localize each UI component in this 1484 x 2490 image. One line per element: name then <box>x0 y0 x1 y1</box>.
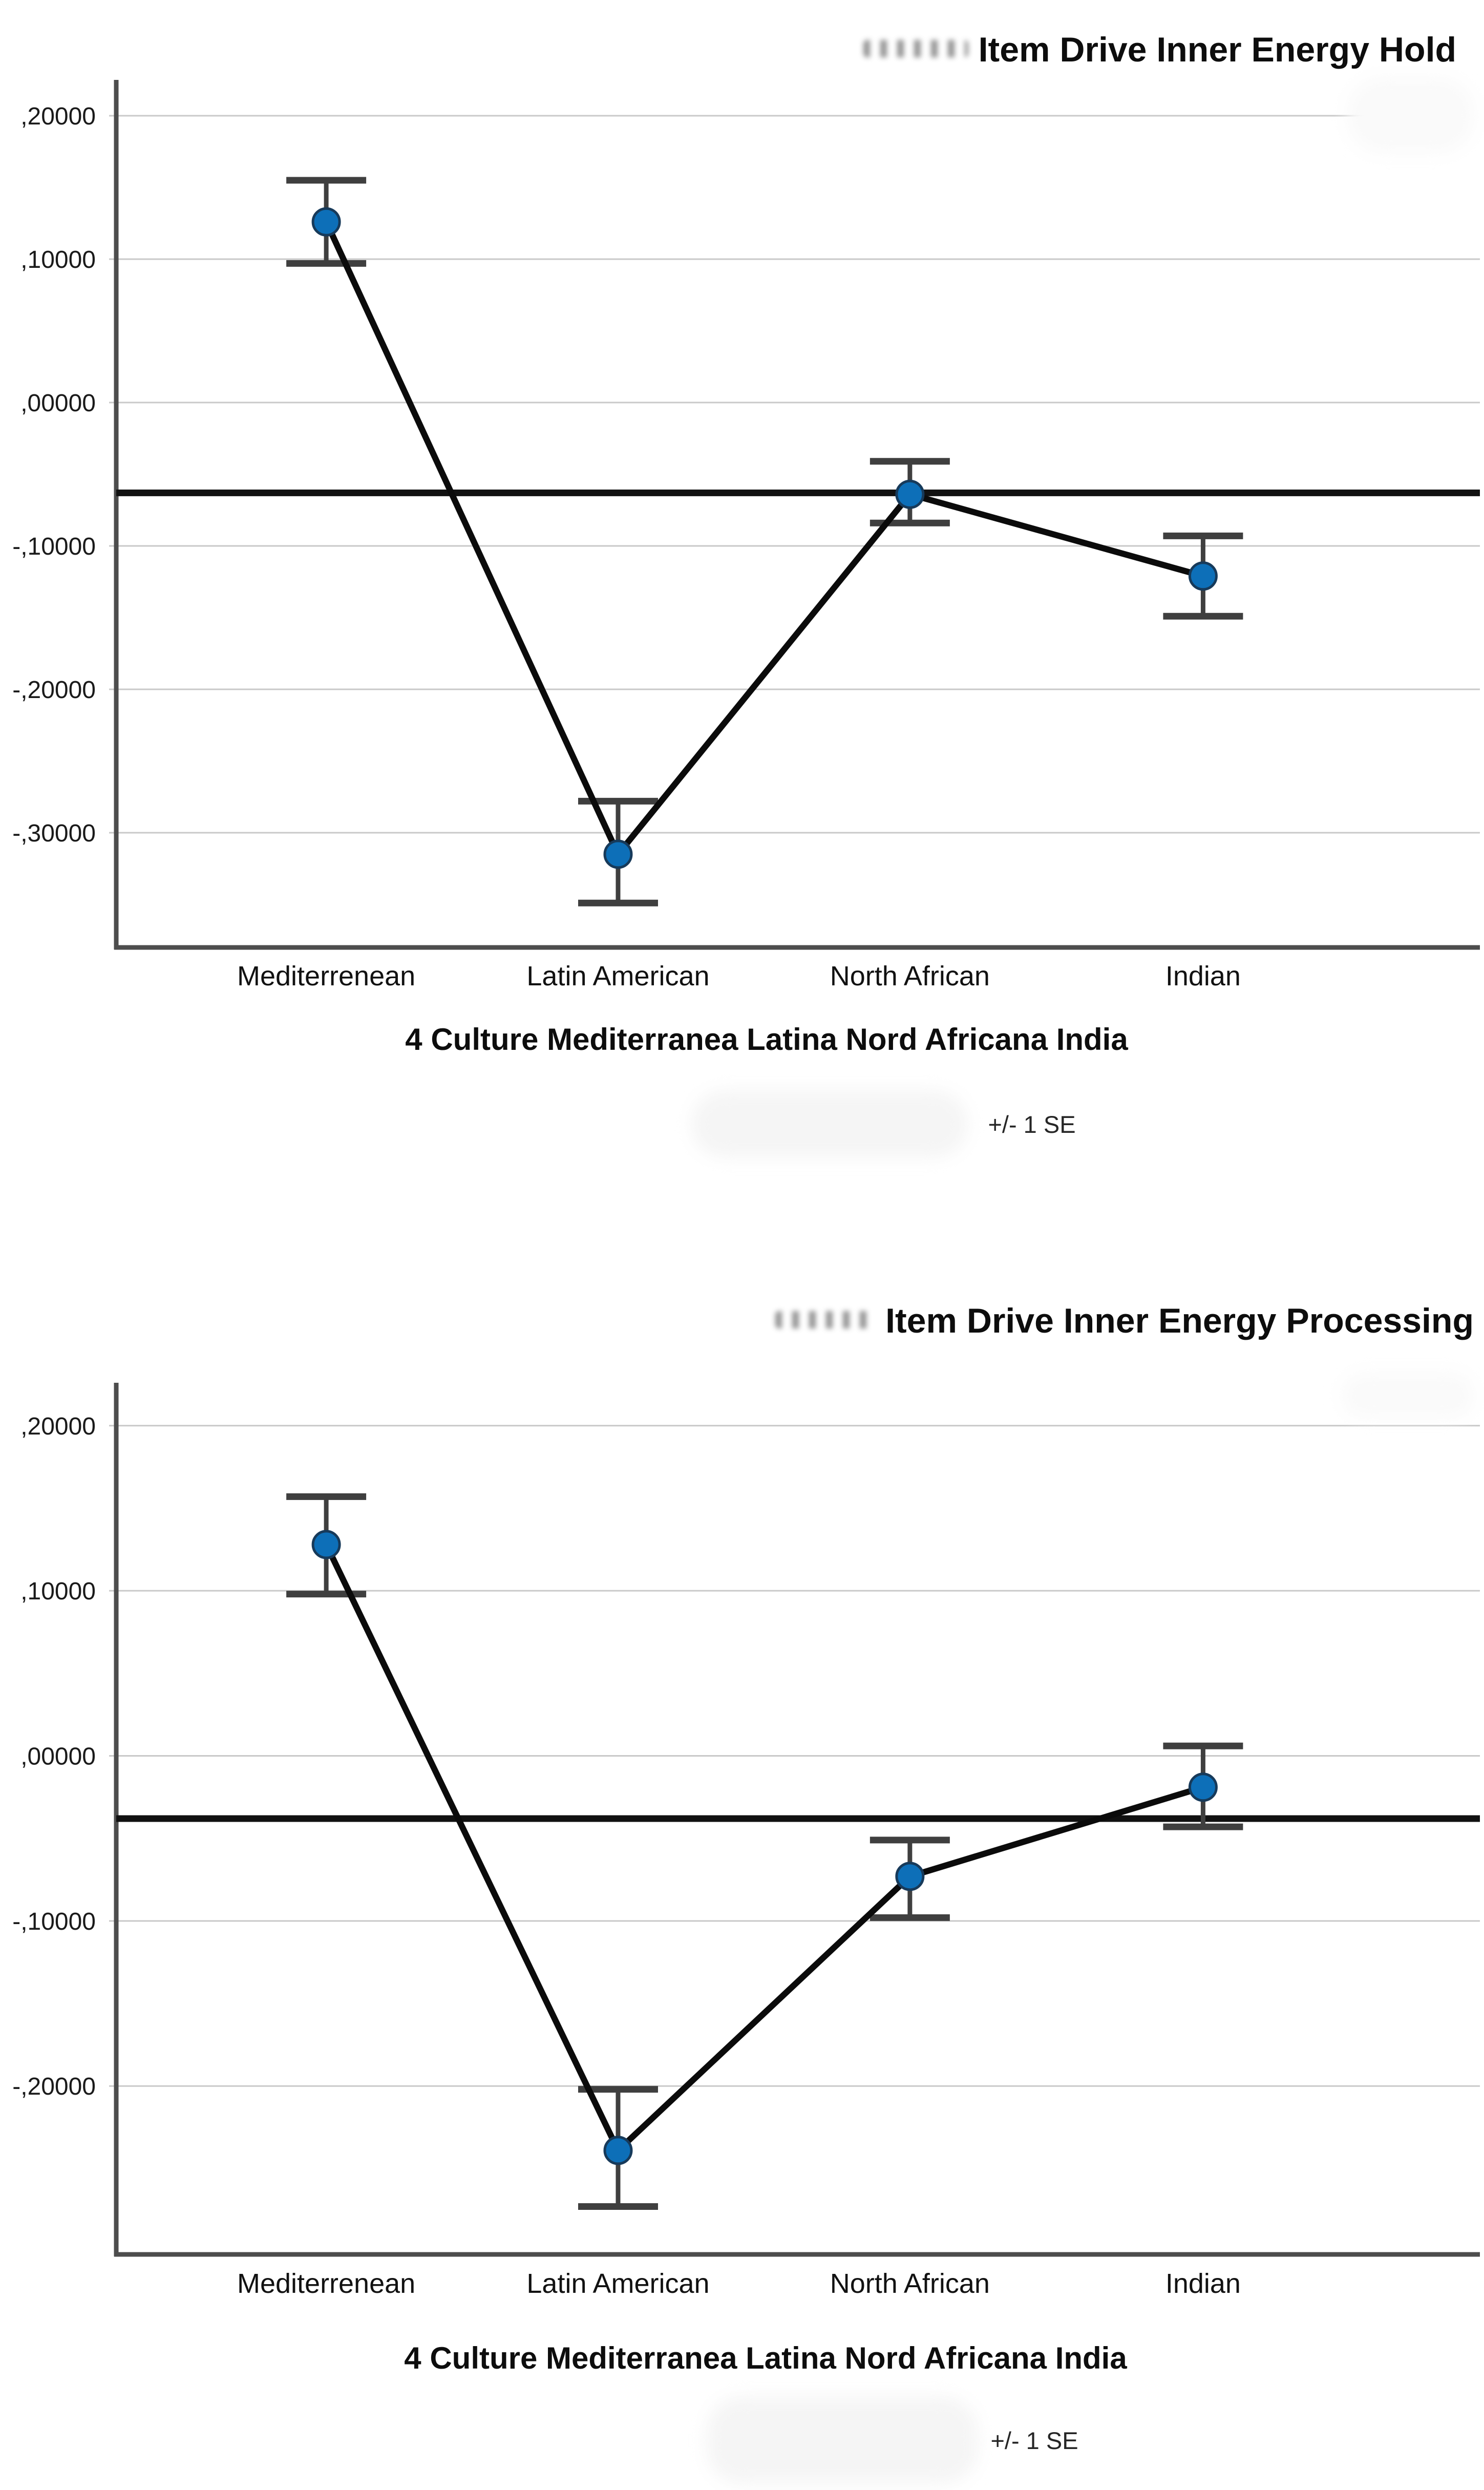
category-label: North African <box>830 961 990 991</box>
y-tick-label: ,10000 <box>20 246 96 273</box>
data-point <box>895 479 925 509</box>
y-tick-label: -,20000 <box>12 677 96 704</box>
chart-title-hold: Item Drive Inner Energy Hold <box>863 30 1456 70</box>
y-tick-label: ,00000 <box>20 390 96 417</box>
redaction-blob <box>1342 1373 1475 1419</box>
redaction-blob <box>1347 77 1475 154</box>
data-point <box>1188 561 1218 591</box>
redacted-scribble-icon <box>863 40 968 57</box>
data-point <box>603 839 633 869</box>
y-tick-label: ,10000 <box>20 1578 96 1605</box>
data-point <box>603 2136 633 2165</box>
data-point <box>311 1530 341 1559</box>
category-label: Latin American <box>526 961 709 991</box>
error-bar-caption: +/- 1 SE <box>988 1111 1076 1138</box>
chart-title-text: Item Drive Inner Energy Processing <box>885 1301 1474 1340</box>
redaction-blob <box>691 1091 968 1157</box>
y-tick-label: -,20000 <box>12 2073 96 2100</box>
y-tick-label: ,00000 <box>20 1743 96 1770</box>
category-label: Indian <box>1165 961 1241 991</box>
y-tick-label: ,20000 <box>20 103 96 130</box>
data-point <box>1188 1772 1218 1802</box>
mean-line <box>323 1541 1206 2156</box>
data-point <box>311 207 341 237</box>
category-label: Mediterrenean <box>237 961 415 991</box>
category-label: North African <box>830 2268 990 2299</box>
mean-line <box>323 219 1206 860</box>
redaction-blob <box>707 2397 978 2484</box>
category-label: Mediterrenean <box>237 2268 415 2299</box>
chart-title-processing: Item Drive Inner Energy Processing <box>775 1301 1474 1341</box>
y-tick-label: -,30000 <box>12 820 96 847</box>
redacted-scribble-icon <box>775 1311 876 1328</box>
error-bar-caption: +/- 1 SE <box>990 2427 1078 2454</box>
y-tick-label: -,10000 <box>12 1908 96 1935</box>
y-tick-label: -,10000 <box>12 533 96 560</box>
y-tick-label: ,20000 <box>20 1413 96 1440</box>
x-axis-title: 4 Culture Mediterranea Latina Nord Afric… <box>404 2341 1127 2375</box>
category-label: Latin American <box>526 2268 709 2299</box>
data-point <box>895 1862 925 1891</box>
category-label: Indian <box>1165 2268 1241 2299</box>
chart-title-text: Item Drive Inner Energy Hold <box>978 30 1456 69</box>
x-axis-title: 4 Culture Mediterranea Latina Nord Afric… <box>405 1022 1128 1057</box>
